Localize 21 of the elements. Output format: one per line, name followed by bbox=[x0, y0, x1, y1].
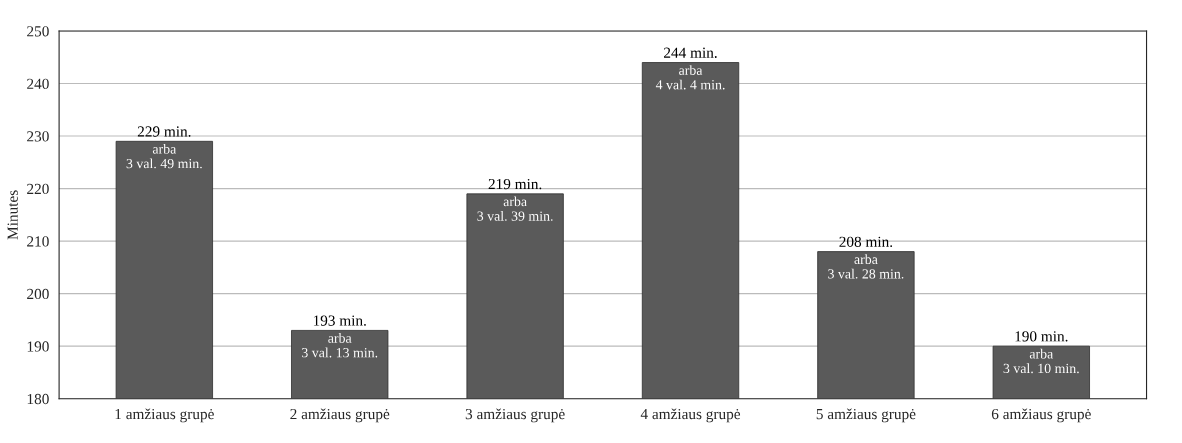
x-tick-label: 2 amžiaus grupė bbox=[290, 408, 390, 423]
data-label: 208 min. arba 3 val. 28 min. bbox=[828, 236, 904, 279]
x-tick-label: 4 amžiaus grupė bbox=[640, 408, 741, 423]
data-label: 229 min. arba 3 val. 49 min. bbox=[126, 126, 202, 169]
y-tick-label: 250 bbox=[27, 26, 49, 37]
y-tick-label: 220 bbox=[27, 183, 49, 195]
y-tick-label: 210 bbox=[27, 236, 49, 247]
x-tick-label: 3 amžiaus grupė bbox=[465, 408, 565, 423]
x-tick-label: 1 amžiaus grupė bbox=[115, 408, 214, 423]
y-axis-title: Minutes bbox=[7, 190, 18, 240]
x-tick-label: 5 amžiaus grupė bbox=[816, 408, 916, 423]
y-tick-label: 230 bbox=[27, 131, 49, 142]
data-label: 190 min. arba 3 val. 10 min. bbox=[1003, 331, 1079, 374]
y-tick-label: 190 bbox=[27, 341, 49, 352]
y-tick-label: 200 bbox=[27, 288, 49, 300]
data-label: 193 min. arba 3 val. 13 min. bbox=[302, 315, 378, 358]
data-label: 244 min. arba 4 val. 4 min. bbox=[655, 47, 725, 90]
x-tick-label: 6 amžiaus grupė bbox=[991, 408, 1091, 423]
y-tick-label: 240 bbox=[27, 78, 49, 89]
data-label: 219 min. arba 3 val. 39 min. bbox=[477, 178, 553, 221]
y-tick-label: 180 bbox=[27, 393, 49, 405]
